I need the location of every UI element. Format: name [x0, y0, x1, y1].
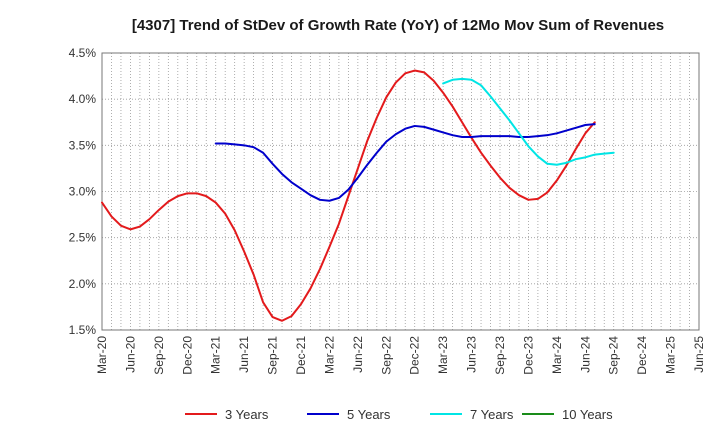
legend-label-5-years: 5 Years	[347, 407, 391, 422]
x-tick-label: Mar-21	[209, 336, 223, 374]
x-tick-label: Jun-22	[351, 336, 365, 373]
x-tick-label: Jun-24	[578, 336, 592, 373]
series-line-3-years	[101, 69, 596, 322]
x-tick-label: Sep-20	[152, 336, 166, 375]
x-tick-label: Jun-21	[237, 336, 251, 373]
y-tick-label: 4.0%	[69, 92, 97, 106]
y-tick-label: 2.5%	[69, 231, 97, 245]
y-tick-label: 1.5%	[69, 323, 97, 337]
legend: 3 Years 5 Years 7 Years 10 Years	[185, 407, 613, 422]
x-tick-label: Mar-22	[322, 336, 336, 374]
x-tick-label: Dec-24	[635, 336, 649, 375]
y-tick-label: 3.0%	[69, 185, 97, 199]
plot-area	[101, 52, 700, 331]
x-tick-label: Mar-20	[95, 336, 109, 374]
x-tick-label: Jun-25	[692, 336, 706, 373]
x-tick-label: Mar-25	[664, 336, 678, 374]
legend-label-3-years: 3 Years	[225, 407, 269, 422]
x-tick-label: Sep-22	[379, 336, 393, 375]
x-tick-label: Dec-23	[521, 336, 535, 375]
series-line-7-years	[442, 77, 615, 166]
x-tick-label: Dec-20	[180, 336, 194, 375]
x-tick-label: Mar-24	[550, 336, 564, 374]
x-tick-label: Sep-24	[607, 336, 621, 375]
x-tick-label: Sep-21	[266, 336, 280, 375]
y-tick-label: 4.5%	[69, 46, 97, 60]
y-tick-label: 3.5%	[69, 138, 97, 152]
y-tick-label: 2.0%	[69, 277, 97, 291]
legend-label-7-years: 7 Years	[470, 407, 514, 422]
x-tick-label: Dec-21	[294, 336, 308, 375]
legend-label-10-years: 10 Years	[562, 407, 613, 422]
grid	[102, 53, 699, 330]
x-tick-label: Jun-20	[123, 336, 137, 373]
x-tick-label: Sep-23	[493, 336, 507, 375]
x-axis: Mar-20 Jun-20 Sep-20 Dec-20 Mar-21 Jun-21 Sep-…	[95, 336, 706, 375]
chart-title: [4307] Trend of StDev of Growth Rate (Yo…	[132, 17, 664, 34]
series-lines	[101, 69, 615, 322]
series-line-5-years	[214, 123, 596, 202]
x-tick-label: Mar-23	[436, 336, 450, 374]
y-axis: 1.5% 2.0% 2.5% 3.0% 3.5% 4.0% 4.5%	[69, 46, 97, 337]
x-tick-label: Jun-23	[465, 336, 479, 373]
x-tick-label: Dec-22	[408, 336, 422, 375]
